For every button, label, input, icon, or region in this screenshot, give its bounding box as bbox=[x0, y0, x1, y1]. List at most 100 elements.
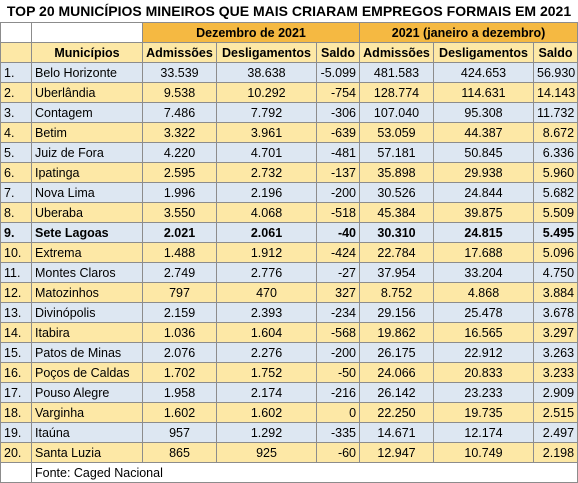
blank-corner bbox=[0, 22, 32, 43]
cell-year-desligamentos: 20.833 bbox=[433, 362, 535, 383]
cell-rank: 8. bbox=[0, 202, 32, 223]
cell-month-saldo: -424 bbox=[315, 242, 361, 263]
cell-city: Patos de Minas bbox=[31, 342, 143, 363]
cell-year-admissoes: 14.671 bbox=[359, 422, 435, 443]
cell-month-saldo: -27 bbox=[315, 262, 361, 283]
cell-rank: 17. bbox=[0, 382, 32, 403]
cell-month-admissoes: 797 bbox=[142, 282, 217, 303]
cell-rank: 18. bbox=[0, 402, 32, 423]
cell-city: Itaúna bbox=[31, 422, 143, 443]
cell-year-saldo: 11.732 bbox=[533, 102, 578, 123]
cell-month-admissoes: 1.958 bbox=[142, 382, 217, 403]
cell-month-desligamentos: 2.174 bbox=[216, 382, 317, 403]
cell-month-saldo: -50 bbox=[315, 362, 361, 383]
cell-month-admissoes: 33.539 bbox=[142, 62, 217, 83]
cell-rank: 13. bbox=[0, 302, 32, 323]
cell-month-saldo: -60 bbox=[315, 442, 361, 463]
cell-rank: 2. bbox=[0, 82, 32, 103]
table-row: 20. Santa Luzia 865 925 -60 12.947 10.749 2.198 bbox=[0, 442, 578, 463]
cell-city: Poços de Caldas bbox=[31, 362, 143, 383]
cell-rank: 16. bbox=[0, 362, 32, 383]
cell-year-admissoes: 107.040 bbox=[359, 102, 435, 123]
cell-year-admissoes: 35.898 bbox=[359, 162, 435, 183]
cell-year-desligamentos: 24.815 bbox=[433, 222, 535, 243]
cell-month-desligamentos: 38.638 bbox=[216, 62, 317, 83]
table-row: 8. Uberaba 3.550 4.068 -518 45.384 39.875 5.509 bbox=[0, 202, 578, 223]
page-title: TOP 20 MUNICÍPIOS MINEIROS QUE MAIS CRIA… bbox=[6, 3, 572, 19]
cell-month-saldo: -754 bbox=[315, 82, 361, 103]
header-month-admissoes: Admissões bbox=[142, 42, 217, 63]
cell-year-admissoes: 30.310 bbox=[359, 222, 435, 243]
cell-city: Juiz de Fora bbox=[31, 142, 143, 163]
cell-month-desligamentos: 2.276 bbox=[216, 342, 317, 363]
cell-city: Pouso Alegre bbox=[31, 382, 143, 403]
table-row: 4. Betim 3.322 3.961 -639 53.059 44.387 8.672 bbox=[0, 122, 578, 143]
cell-year-desligamentos: 24.844 bbox=[433, 182, 535, 203]
cell-rank: 15. bbox=[0, 342, 32, 363]
blank-corner bbox=[31, 22, 143, 43]
cell-rank: 5. bbox=[0, 142, 32, 163]
table-row: 13. Divinópolis 2.159 2.393 -234 29.156 25.478… bbox=[0, 302, 578, 323]
cell-year-saldo: 2.515 bbox=[533, 402, 578, 423]
cell-month-desligamentos: 2.061 bbox=[216, 222, 317, 243]
cell-year-saldo: 4.750 bbox=[533, 262, 578, 283]
cell-month-saldo: -40 bbox=[315, 222, 361, 243]
cell-month-desligamentos: 7.792 bbox=[216, 102, 317, 123]
cell-year-admissoes: 30.526 bbox=[359, 182, 435, 203]
cell-city: Uberaba bbox=[31, 202, 143, 223]
cell-month-admissoes: 2.076 bbox=[142, 342, 217, 363]
cell-month-saldo: -568 bbox=[315, 322, 361, 343]
cell-city: Uberlândia bbox=[31, 82, 143, 103]
cell-year-saldo: 14.143 bbox=[533, 82, 578, 103]
cell-city: Santa Luzia bbox=[31, 442, 143, 463]
cell-year-admissoes: 57.181 bbox=[359, 142, 435, 163]
cell-month-saldo: -335 bbox=[315, 422, 361, 443]
cell-year-saldo: 3.263 bbox=[533, 342, 578, 363]
cell-year-admissoes: 8.752 bbox=[359, 282, 435, 303]
cell-year-saldo: 5.495 bbox=[533, 222, 578, 243]
cell-month-saldo: -137 bbox=[315, 162, 361, 183]
column-header-row: Municípios Admissões Desligamentos Saldo… bbox=[0, 42, 578, 63]
table-row: 12. Matozinhos 797 470 327 8.752 4.868 3.884 bbox=[0, 282, 578, 303]
cell-month-desligamentos: 2.776 bbox=[216, 262, 317, 283]
cell-month-admissoes: 1.488 bbox=[142, 242, 217, 263]
header-month-saldo: Saldo bbox=[315, 42, 361, 63]
cell-city: Matozinhos bbox=[31, 282, 143, 303]
cell-city: Ipatinga bbox=[31, 162, 143, 183]
cell-city: Betim bbox=[31, 122, 143, 143]
cell-month-admissoes: 1.702 bbox=[142, 362, 217, 383]
cell-year-saldo: 5.509 bbox=[533, 202, 578, 223]
cell-year-admissoes: 26.142 bbox=[359, 382, 435, 403]
cell-year-saldo: 2.497 bbox=[533, 422, 578, 443]
cell-year-desligamentos: 95.308 bbox=[433, 102, 535, 123]
cell-year-saldo: 5.682 bbox=[533, 182, 578, 203]
cell-year-desligamentos: 114.631 bbox=[433, 82, 535, 103]
table-row: 10. Extrema 1.488 1.912 -424 22.784 17.688 5.09… bbox=[0, 242, 578, 263]
cell-year-admissoes: 22.784 bbox=[359, 242, 435, 263]
table-row: 9. Sete Lagoas 2.021 2.061 -40 30.310 24.815 5.… bbox=[0, 222, 578, 243]
cell-year-desligamentos: 29.938 bbox=[433, 162, 535, 183]
cell-year-desligamentos: 424.653 bbox=[433, 62, 535, 83]
cell-year-saldo: 3.297 bbox=[533, 322, 578, 343]
cell-month-saldo: -481 bbox=[315, 142, 361, 163]
cell-rank: 10. bbox=[0, 242, 32, 263]
cell-year-saldo: 2.909 bbox=[533, 382, 578, 403]
cell-month-saldo: -200 bbox=[315, 342, 361, 363]
cell-year-saldo: 3.233 bbox=[533, 362, 578, 383]
cell-month-desligamentos: 1.292 bbox=[216, 422, 317, 443]
cell-month-desligamentos: 4.701 bbox=[216, 142, 317, 163]
table-row: 14. Itabira 1.036 1.604 -568 19.862 16.565 3.29… bbox=[0, 322, 578, 343]
cell-year-desligamentos: 10.749 bbox=[433, 442, 535, 463]
employment-table: Dezembro de 2021 2021 (janeiro a dezembr… bbox=[0, 22, 578, 483]
cell-year-admissoes: 19.862 bbox=[359, 322, 435, 343]
cell-year-desligamentos: 25.478 bbox=[433, 302, 535, 323]
cell-year-saldo: 6.336 bbox=[533, 142, 578, 163]
cell-month-desligamentos: 10.292 bbox=[216, 82, 317, 103]
cell-year-desligamentos: 4.868 bbox=[433, 282, 535, 303]
cell-month-desligamentos: 2.732 bbox=[216, 162, 317, 183]
group-header-month: Dezembro de 2021 bbox=[141, 22, 361, 43]
cell-month-desligamentos: 925 bbox=[216, 442, 317, 463]
cell-month-desligamentos: 3.961 bbox=[216, 122, 317, 143]
cell-year-desligamentos: 16.565 bbox=[433, 322, 535, 343]
cell-year-desligamentos: 44.387 bbox=[433, 122, 535, 143]
